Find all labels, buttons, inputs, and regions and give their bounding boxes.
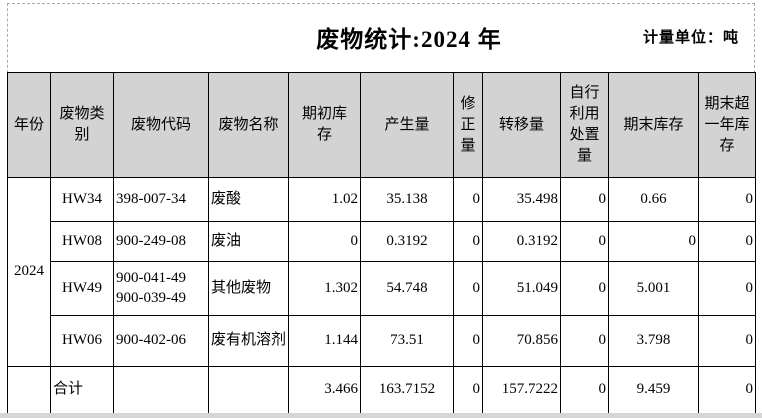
cell-generated-amount: 35.138: [360, 177, 454, 222]
header-transferred-amount: 转移量: [482, 72, 561, 178]
cell-total-ending-stock: 9.459: [608, 366, 699, 414]
page-title: 废物统计:2024 年: [316, 27, 502, 52]
header-opening-stock: 期初库 存: [288, 72, 361, 178]
cell-waste-code: 900-041-49 900-039-49: [113, 261, 209, 316]
cell-opening-stock: 1.302: [288, 261, 361, 316]
cell-ending-stock-over-one-year: 0: [698, 221, 756, 262]
cell-waste-code: 900-249-08: [113, 221, 209, 262]
cell-total-transferred-amount: 157.7222: [482, 366, 561, 414]
table-row: HW06 900-402-06 废有机溶剂 1.144 73.51 0 70.8…: [8, 315, 756, 367]
cell-self-disposal-amount: 0: [560, 221, 609, 262]
cell-year: 2024: [7, 177, 51, 367]
cell-waste-name: 废有机溶剂: [208, 315, 289, 367]
cell-waste-name: 废酸: [208, 177, 289, 222]
cell-generated-amount: 73.51: [360, 315, 454, 367]
bottom-gray-strip: [0, 413, 762, 418]
cell-correction-amount: 0: [453, 315, 483, 367]
cell-transferred-amount: 0.3192: [482, 221, 561, 262]
cell-ending-stock: 0.66: [608, 177, 699, 222]
cell-waste-code-empty: [113, 366, 209, 414]
header-correction-amount: 修 正 量: [453, 72, 483, 178]
cell-self-disposal-amount: 0: [560, 261, 609, 316]
cell-ending-stock-over-one-year: 0: [698, 315, 756, 367]
total-row: 合计 3.466 163.7152 0 157.7222 0 9.459 0: [7, 366, 756, 414]
cell-transferred-amount: 35.498: [482, 177, 561, 222]
header-ending-stock: 期末库存: [608, 72, 699, 178]
cell-self-disposal-amount: 0: [560, 315, 609, 367]
table-row: HW49 900-041-49 900-039-49 其他废物 1.302 54…: [8, 261, 756, 316]
cell-waste-name: 其他废物: [208, 261, 289, 316]
header-waste-category: 废物类 别: [50, 72, 114, 178]
header-year: 年份: [7, 72, 51, 178]
cell-total-generated-amount: 163.7152: [360, 366, 454, 414]
header-row: 年份 废物类 别 废物代码 废物名称 期初库 存 产生量 修 正 量 转移量 自…: [7, 72, 756, 178]
cell-ending-stock-over-one-year: 0: [698, 261, 756, 316]
table-row: 2024 HW34 398-007-34 废酸 1.02 35.138 0 35…: [7, 177, 756, 367]
cell-total-ending-stock-over-one-year: 0: [698, 366, 756, 414]
cell-ending-stock: 0: [608, 221, 699, 262]
cell-waste-category: HW06: [50, 315, 114, 367]
header-generated-amount: 产生量: [360, 72, 454, 178]
header-self-disposal-amount: 自行 利用 处置 量: [560, 72, 609, 178]
cell-waste-category: HW49: [50, 261, 114, 316]
cell-waste-name-empty: [208, 366, 289, 414]
cell-opening-stock: 1.02: [288, 177, 361, 222]
cell-ending-stock: 5.001: [608, 261, 699, 316]
cell-correction-amount: 0: [453, 177, 483, 222]
cell-correction-amount: 0: [453, 261, 483, 316]
header-waste-name: 废物名称: [208, 72, 289, 178]
cell-waste-code: 900-402-06: [113, 315, 209, 367]
cell-transferred-amount: 51.049: [482, 261, 561, 316]
cell-waste-code: 398-007-34: [113, 177, 209, 222]
cell-waste-category: HW08: [50, 221, 114, 262]
table-row: HW08 900-249-08 废油 0 0.3192 0 0.3192 0 0…: [8, 221, 756, 262]
waste-statistics-table: 年份 废物类 别 废物代码 废物名称 期初库 存 产生量 修 正 量 转移量 自…: [7, 72, 756, 414]
header-ending-stock-over-one-year: 期末超 一年库 存: [698, 72, 756, 178]
cell-ending-stock-over-one-year: 0: [698, 177, 756, 222]
header-waste-code: 废物代码: [113, 72, 209, 178]
cell-generated-amount: 54.748: [360, 261, 454, 316]
cell-generated-amount: 0.3192: [360, 221, 454, 262]
cell-ending-stock: 3.798: [608, 315, 699, 367]
cell-self-disposal-amount: 0: [560, 177, 609, 222]
cell-opening-stock: 0: [288, 221, 361, 262]
cell-correction-amount: 0: [453, 221, 483, 262]
cell-year-empty: [7, 366, 51, 414]
cell-total-label: 合计: [50, 366, 114, 414]
cell-opening-stock: 1.144: [288, 315, 361, 367]
cell-total-opening-stock: 3.466: [288, 366, 361, 414]
title-area: 废物统计:2024 年 计量单位：吨: [7, 3, 755, 73]
cell-waste-category: HW34: [50, 177, 114, 222]
cell-transferred-amount: 70.856: [482, 315, 561, 367]
unit-label: 计量单位：吨: [642, 30, 739, 46]
cell-waste-name: 废油: [208, 221, 289, 262]
cell-total-correction-amount: 0: [453, 366, 483, 414]
cell-total-self-disposal-amount: 0: [560, 366, 609, 414]
